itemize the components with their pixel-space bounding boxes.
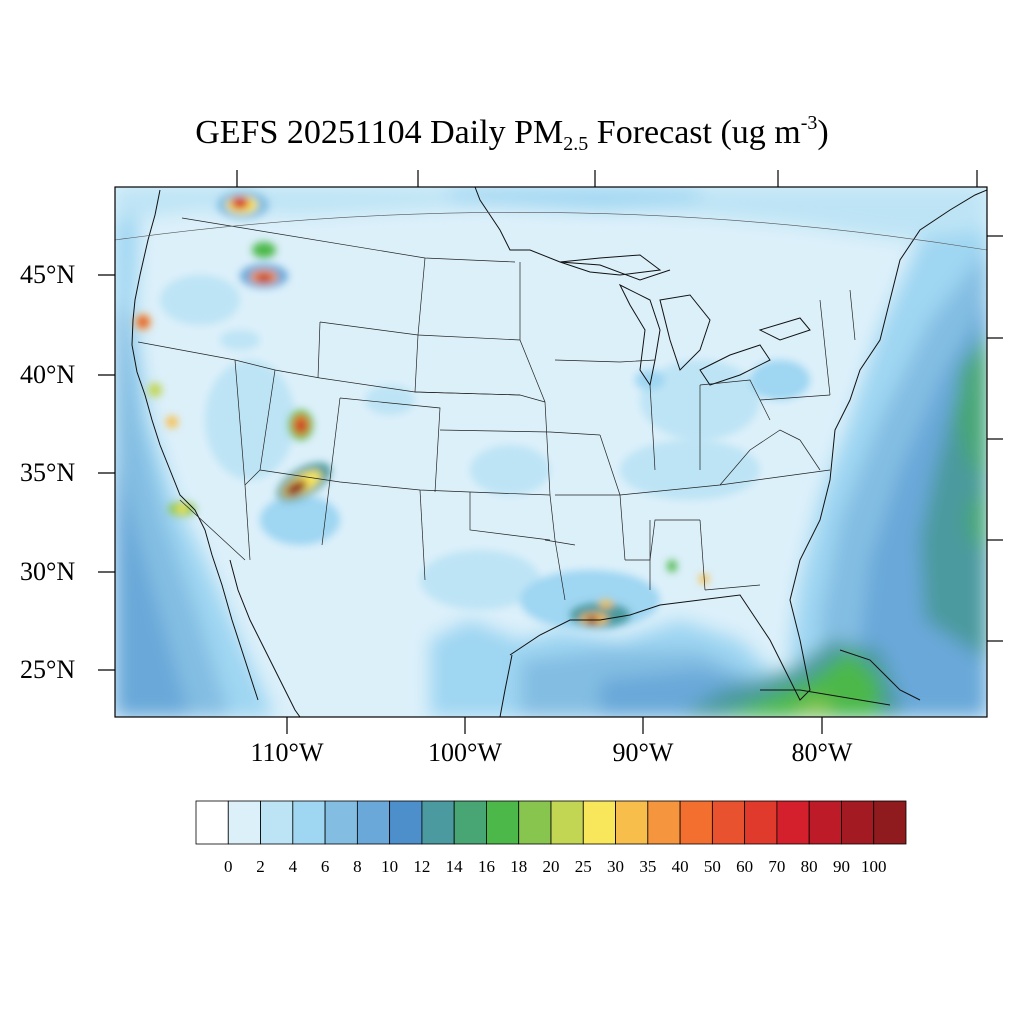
map-plot-area (115, 187, 987, 717)
colorbar-label: 50 (703, 857, 721, 876)
colorbar-label: 4 (288, 857, 298, 876)
lon-label-80w: 80°W (791, 738, 853, 767)
lat-label-25: 25°N (20, 655, 76, 684)
lat-label-30: 30°N (20, 557, 76, 586)
map-frame (114, 186, 988, 718)
colorbar-label: 35 (639, 857, 657, 876)
colorbar-label: 6 (320, 857, 330, 876)
colorbar-label: 30 (607, 857, 625, 876)
colorbar-label: 14 (445, 857, 463, 876)
colorbar-label: 100 (860, 857, 887, 876)
colorbar-label: 8 (353, 857, 362, 876)
colorbar-label: 10 (381, 857, 399, 876)
hotspots (135, 191, 709, 627)
lon-label-90w: 90°W (612, 738, 674, 767)
colorbar-label: 60 (736, 857, 754, 876)
title-text: GEFS 20251104 Daily PM (195, 114, 564, 151)
colorbar-label: 20 (542, 857, 560, 876)
colorbar-label: 40 (671, 857, 689, 876)
lon-label-100w: 100°W (428, 738, 502, 767)
colorbar-label: 16 (477, 857, 495, 876)
title-subscript: 2.5 (563, 133, 589, 155)
colorbar-label: 90 (832, 857, 850, 876)
title-text-rest: Forecast (ug m (588, 114, 801, 151)
lon-label-110w: 110°W (250, 738, 324, 767)
colorbar-label: 12 (413, 857, 431, 876)
lat-label-35: 35°N (20, 458, 76, 487)
map-ticks (98, 170, 1003, 734)
title-superscript: -3 (800, 112, 818, 134)
lat-label-40: 40°N (20, 360, 76, 389)
title-text-end: ) (817, 114, 829, 151)
state-borders (137, 217, 856, 601)
chart-title: GEFS 20251104 Daily PM2.5 Forecast (ug m… (0, 112, 1024, 156)
colorbar-label: 70 (768, 857, 786, 876)
colorbar-label: 0 (224, 857, 233, 876)
colorbar-label: 80 (800, 857, 818, 876)
coastlines (131, 187, 987, 717)
colorbar-label: 18 (510, 857, 528, 876)
colorbar-label: 25 (574, 857, 592, 876)
colorbar-label: 2 (256, 857, 265, 876)
lat-label-45: 45°N (20, 260, 76, 289)
graticule (115, 212, 987, 251)
ocean-concentration-field (115, 187, 987, 717)
